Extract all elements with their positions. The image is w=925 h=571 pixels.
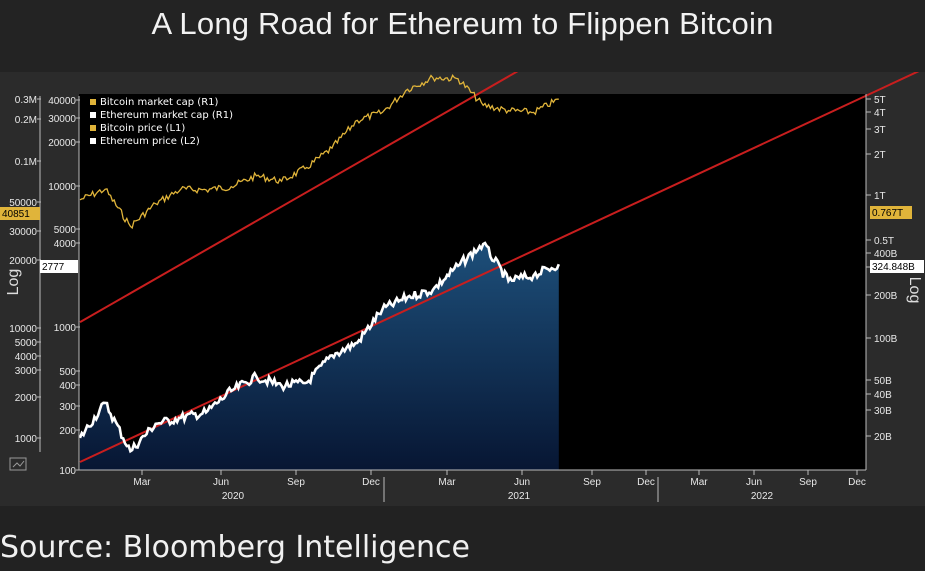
legend-swatch — [90, 125, 96, 131]
right-tick-label: 4T — [874, 108, 886, 119]
legend-swatch — [90, 112, 96, 118]
left-top-value-tag: 40851 — [2, 209, 30, 220]
right-tick-label: 400B — [874, 249, 898, 260]
left-inner-tick-label: 100 — [59, 466, 76, 477]
x-tick-label: Jun — [213, 477, 229, 488]
x-tick-label: Dec — [848, 477, 866, 488]
x-tick-label: Jun — [746, 477, 762, 488]
x-year-label: 2020 — [222, 491, 245, 502]
x-year-label: 2022 — [751, 491, 774, 502]
legend-entry: Bitcoin market cap (R1) — [100, 97, 219, 108]
left-outer-tick-label: 50000 — [9, 198, 37, 209]
left-bottom-value-tag-bg — [40, 260, 78, 273]
x-tick-label: Jun — [514, 477, 530, 488]
source-band — [0, 506, 925, 571]
right-top-value-tag-bg — [870, 206, 912, 219]
left-outer-tick-label: 0.1M — [15, 157, 37, 168]
right-tick-label: 30B — [874, 406, 892, 417]
x-tick-label: Dec — [637, 477, 655, 488]
left-outer-tick-label: 0.2M — [15, 115, 37, 126]
bitcoin-price-line — [79, 74, 559, 230]
left-outer-tick-label: 30000 — [9, 227, 37, 238]
left-inner-tick-label: 10000 — [48, 182, 76, 193]
left-outer-tick-label: 10000 — [9, 324, 37, 335]
x-tick-label: Mar — [133, 477, 151, 488]
left-inner-tick-label: 200 — [59, 426, 76, 437]
chart-options-icon — [9, 457, 27, 471]
legend-entry: Ethereum price (L2) — [100, 136, 200, 147]
left-outer-tick-label: 4000 — [15, 352, 38, 363]
x-year-label: 2021 — [508, 491, 531, 502]
icon-glyph — [12, 460, 25, 468]
title-band — [0, 0, 925, 72]
right-tick-label: 0.5T — [874, 236, 894, 247]
right-tick-label: 3T — [874, 125, 886, 136]
left-outer-tick-label: 5000 — [15, 338, 38, 349]
left-bottom-value-tag: 2777 — [42, 262, 65, 273]
right-tick-label: 200B — [874, 291, 898, 302]
left-inner-tick-label: 4000 — [54, 239, 77, 250]
left-inner-tick-label: 20000 — [48, 138, 76, 149]
left-outer-tick-label: 20000 — [9, 256, 37, 267]
ethereum-price-line — [78, 241, 561, 454]
left-inner-tick-label: 30000 — [48, 114, 76, 125]
left-outer-tick-label: 0.3M — [15, 95, 37, 106]
x-tick-label: Sep — [583, 477, 601, 488]
icon-frame — [9, 457, 27, 471]
chart: Bitcoin market cap (R1) Ethereum market c… — [0, 72, 924, 502]
left-inner-tick-label: 500 — [59, 367, 76, 378]
right-axis-label: Log — [906, 277, 923, 304]
left-outer-tick-label: 1000 — [15, 434, 38, 445]
x-tick-label: Mar — [690, 477, 708, 488]
left-axis-label: Log — [5, 269, 22, 296]
legend-entry: Ethereum market cap (R1) — [100, 110, 233, 121]
right-tick-label: 100B — [874, 334, 898, 345]
legend-entry: Bitcoin price (L1) — [100, 123, 185, 134]
right-tick-label: 40B — [874, 390, 892, 401]
left-inner-tick-label: 1000 — [54, 323, 77, 334]
right-tick-label: 2T — [874, 150, 886, 161]
x-tick-label: Mar — [438, 477, 456, 488]
left-outer-tick-label: 3000 — [15, 366, 38, 377]
right-bottom-value-tag-bg — [870, 260, 924, 273]
right-tick-label: 20B — [874, 432, 892, 443]
page-title: A Long Road for Ethereum to Flippen Bitc… — [151, 6, 774, 41]
legend-swatch — [90, 99, 96, 105]
legend-swatch — [90, 138, 96, 144]
right-tick-label: 50B — [874, 376, 892, 387]
left-inner-tick-label: 5000 — [54, 225, 77, 236]
x-tick-label: Sep — [799, 477, 817, 488]
right-tick-label: 1T — [874, 191, 886, 202]
left-inner-tick-label: 400 — [59, 381, 76, 392]
right-top-value-tag: 0.767T — [872, 208, 903, 219]
left-inner-tick-label: 300 — [59, 402, 76, 413]
left-outer-tick-label: 2000 — [15, 393, 38, 404]
x-tick-label: Sep — [287, 477, 305, 488]
source-note: Source: Bloomberg Intelligence — [0, 530, 470, 565]
bitcoin-trend-line — [79, 72, 519, 323]
x-tick-label: Dec — [362, 477, 380, 488]
ethereum-area — [80, 243, 559, 470]
left-inner-tick-label: 40000 — [48, 96, 76, 107]
right-tick-label: 5T — [874, 95, 886, 106]
right-bottom-value-tag: 324.848B — [872, 262, 915, 273]
left-top-value-tag-bg — [0, 207, 40, 220]
